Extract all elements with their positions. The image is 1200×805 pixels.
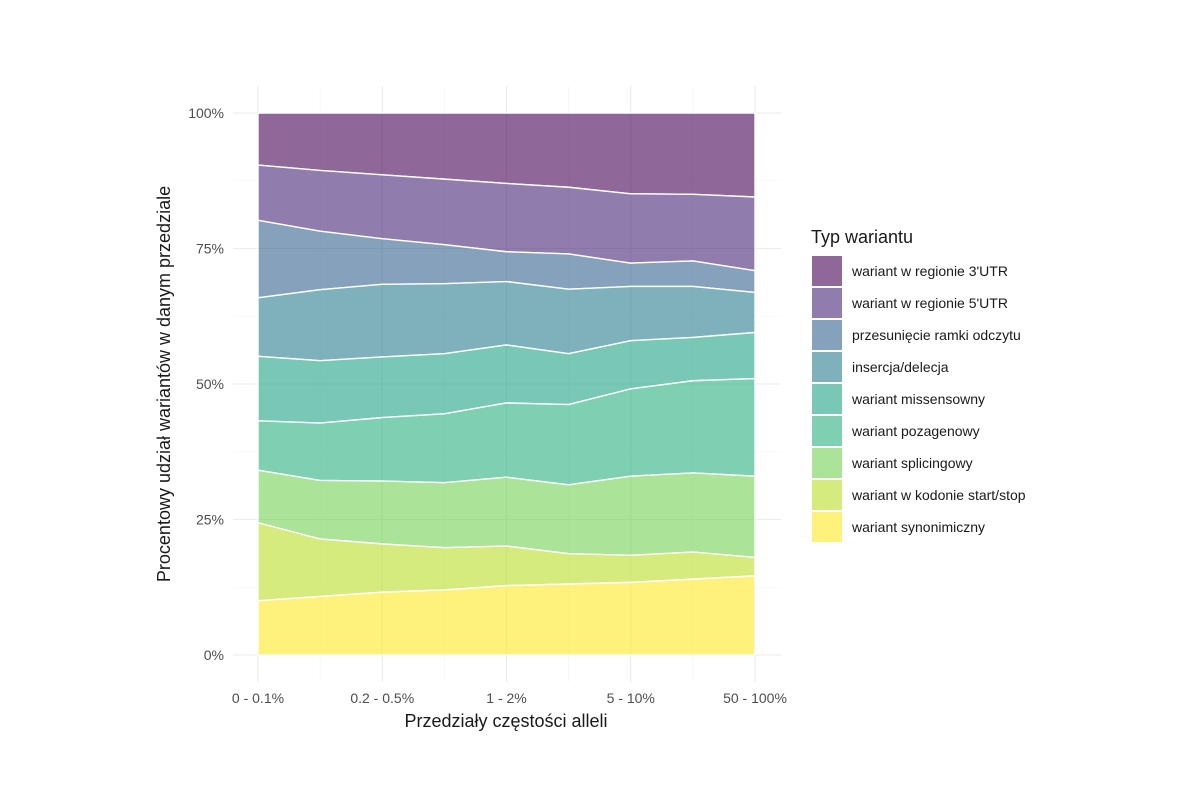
legend-label: insercja/delecja: [852, 359, 949, 375]
legend-label: wariant w regionie 3'UTR: [851, 263, 1008, 279]
x-tick-label: 1 - 2%: [486, 690, 526, 706]
x-tick-label: 0 - 0.1%: [232, 690, 284, 706]
x-tick-label: 0.2 - 0.5%: [350, 690, 414, 706]
legend-label: wariant synonimiczny: [851, 519, 985, 535]
legend-title: Typ wariantu: [811, 227, 913, 247]
x-tick-label: 50 - 100%: [723, 690, 787, 706]
y-tick-label: 0%: [204, 647, 224, 663]
legend-key: [812, 416, 842, 446]
legend-item: wariant missensowny: [812, 384, 985, 414]
legend-item: wariant w regionie 3'UTR: [812, 256, 1008, 286]
legend-item: wariant synonimiczny: [812, 512, 985, 542]
y-tick-label: 75%: [196, 241, 224, 257]
legend-key: [812, 448, 842, 478]
legend-key: [812, 352, 842, 382]
legend: Typ wariantu wariant w regionie 3'UTRwar…: [811, 227, 1026, 542]
legend-item: insercja/delecja: [812, 352, 949, 382]
legend-key: [812, 288, 842, 318]
legend-label: wariant w kodonie start/stop: [851, 487, 1026, 503]
y-tick-label: 100%: [188, 105, 224, 121]
legend-label: wariant splicingowy: [851, 455, 973, 471]
legend-key: [812, 480, 842, 510]
legend-item: wariant splicingowy: [812, 448, 973, 478]
legend-label: wariant missensowny: [851, 391, 985, 407]
y-tick-label: 25%: [196, 512, 224, 528]
legend-key: [812, 256, 842, 286]
legend-key: [812, 384, 842, 414]
legend-items: wariant w regionie 3'UTR wariant w region…: [812, 256, 1026, 542]
legend-item: wariant w kodonie start/stop: [812, 480, 1026, 510]
x-axis-ticks: 0 - 0.1% 0.2 - 0.5% 1 - 2% 5 - 10% 50 - 100%: [232, 690, 787, 706]
legend-key: [812, 512, 842, 542]
legend-item: wariant pozagenowy: [812, 416, 980, 446]
y-tick-label: 50%: [196, 376, 224, 392]
legend-item: przesunięcie ramki odczytu: [812, 320, 1021, 350]
x-tick-label: 5 - 10%: [607, 690, 655, 706]
legend-item: wariant w regionie 5'UTR: [812, 288, 1008, 318]
legend-key: [812, 320, 842, 350]
legend-label: wariant w regionie 5'UTR: [851, 295, 1008, 311]
area-wariant-synonimiczny: [257, 575, 756, 656]
y-axis-title: Procentowy udział wariantów w danym prze…: [154, 186, 174, 582]
legend-label: wariant pozagenowy: [851, 423, 980, 439]
y-axis-ticks: 0% 25% 50% 75% 100%: [188, 105, 224, 663]
x-axis-title: Przedziały częstości alleli: [404, 711, 607, 731]
legend-label: przesunięcie ramki odczytu: [852, 327, 1021, 343]
area-series-group: [257, 112, 756, 656]
